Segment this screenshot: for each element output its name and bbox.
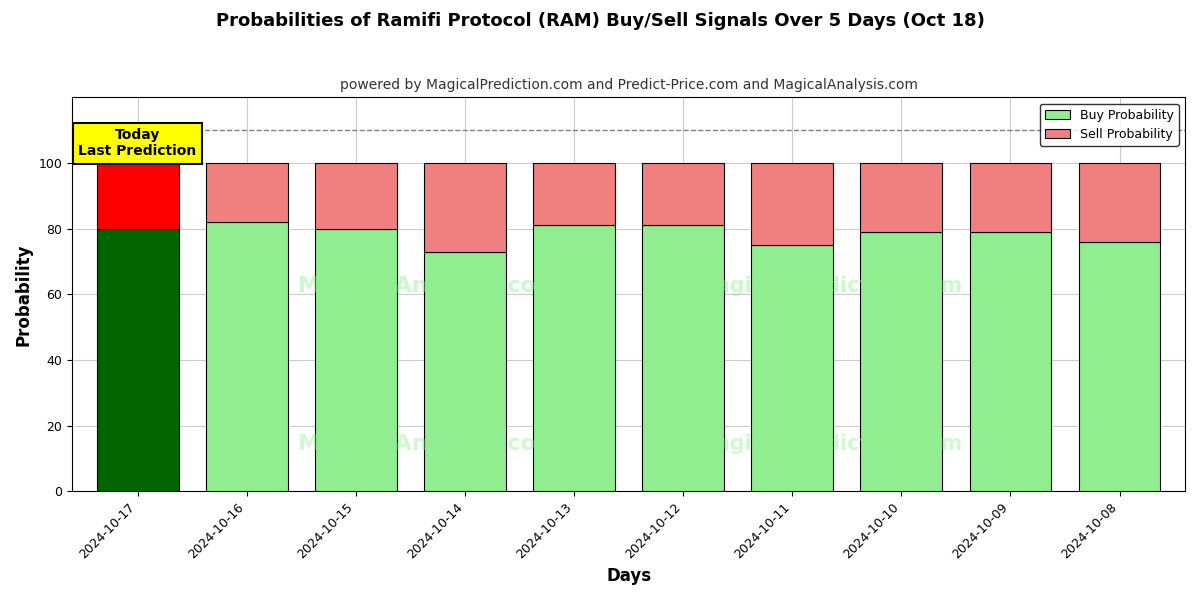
Y-axis label: Probability: Probability [16,243,34,346]
Bar [1079,242,1160,491]
Text: MagicalPrediction.com: MagicalPrediction.com [695,434,962,454]
Text: MagicalAnalysis.com: MagicalAnalysis.com [298,434,559,454]
Bar [533,226,614,491]
Bar [314,229,397,491]
Bar [970,163,1051,232]
Bar [533,163,614,226]
X-axis label: Days: Days [606,567,652,585]
Title: powered by MagicalPrediction.com and Predict-Price.com and MagicalAnalysis.com: powered by MagicalPrediction.com and Pre… [340,78,918,92]
Bar [206,222,288,491]
Bar [314,163,397,229]
Bar [97,163,179,229]
Bar [424,251,506,491]
Bar [751,163,833,245]
Bar [642,163,724,226]
Text: Probabilities of Ramifi Protocol (RAM) Buy/Sell Signals Over 5 Days (Oct 18): Probabilities of Ramifi Protocol (RAM) B… [216,12,984,30]
Bar [860,232,942,491]
Text: MagicalPrediction.com: MagicalPrediction.com [695,277,962,296]
Bar [970,232,1051,491]
Bar [642,226,724,491]
Bar [751,245,833,491]
Bar [424,163,506,251]
Text: Today
Last Prediction: Today Last Prediction [78,128,197,158]
Bar [860,163,942,232]
Text: MagicalAnalysis.com: MagicalAnalysis.com [298,277,559,296]
Bar [97,229,179,491]
Bar [1079,163,1160,242]
Bar [206,163,288,222]
Legend: Buy Probability, Sell Probability: Buy Probability, Sell Probability [1040,104,1178,146]
